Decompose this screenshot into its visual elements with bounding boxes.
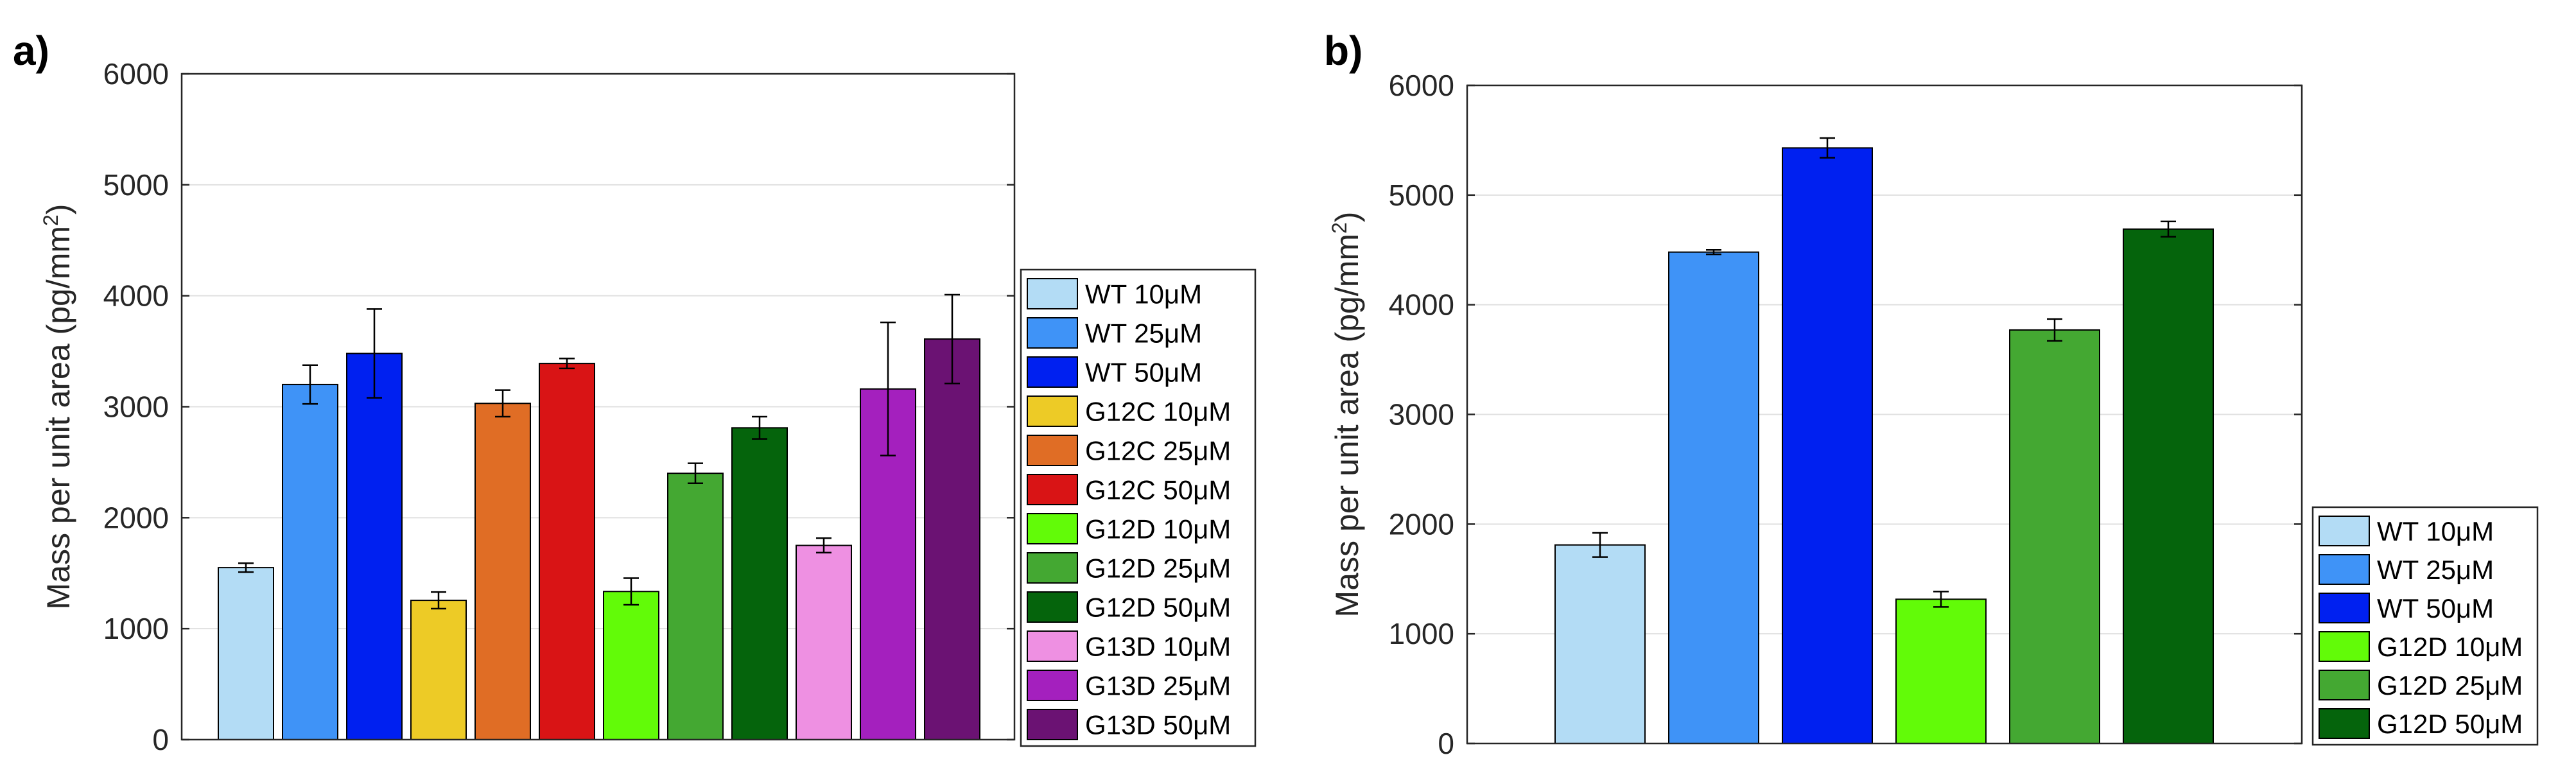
bar bbox=[2009, 329, 2100, 744]
legend-swatch bbox=[2319, 670, 2370, 700]
legend-swatch bbox=[2319, 554, 2370, 585]
legend-label: G13D 25μM bbox=[1085, 671, 1231, 701]
legend-label: G12C 50μM bbox=[1085, 475, 1231, 505]
bar bbox=[282, 383, 338, 740]
legend-swatch bbox=[1027, 435, 1078, 466]
y-tick-label: 2000 bbox=[103, 501, 169, 534]
legend-label: WT 25μM bbox=[2377, 555, 2494, 585]
legend-label: G12C 25μM bbox=[1085, 436, 1231, 466]
legend-swatch bbox=[1027, 513, 1078, 544]
legend: WT 10μM WT 25μM WT 50μM G12C 10μM G12C 25μM G… bbox=[1020, 268, 1257, 747]
legend-swatch bbox=[1027, 317, 1078, 349]
panel-b-label: b) bbox=[1324, 28, 1363, 74]
legend-swatch bbox=[1027, 395, 1078, 427]
panel-a-label: a) bbox=[13, 28, 49, 74]
legend-label: G12C 10μM bbox=[1085, 397, 1231, 427]
legend-label: WT 10μM bbox=[2377, 516, 2494, 546]
y-tick-label: 1000 bbox=[1389, 617, 1454, 650]
legend-swatch bbox=[1027, 709, 1078, 740]
legend-label: WT 25μM bbox=[1085, 318, 1202, 349]
bar bbox=[1895, 598, 1987, 745]
legend-label: WT 50μM bbox=[1085, 358, 1202, 388]
legend-label: WT 50μM bbox=[2377, 593, 2494, 623]
y-tick-label: 4000 bbox=[1389, 288, 1454, 322]
bar bbox=[1782, 147, 1873, 744]
legend-box bbox=[2311, 506, 2539, 746]
y-tick-label: 0 bbox=[152, 723, 169, 756]
y-tick-label: 3000 bbox=[103, 390, 169, 424]
legend-label: G12D 25μM bbox=[2377, 670, 2523, 700]
legend-label: G13D 10μM bbox=[1085, 632, 1231, 662]
bar bbox=[346, 352, 403, 740]
legend-swatch bbox=[1027, 474, 1078, 505]
bar bbox=[539, 363, 595, 740]
legend-swatch bbox=[1027, 591, 1078, 623]
legend-swatch bbox=[2319, 593, 2370, 623]
bar bbox=[1668, 251, 1759, 744]
legend-label: G13D 50μM bbox=[1085, 710, 1231, 740]
bar bbox=[474, 403, 531, 740]
y-axis-label: Mass per unit area (pg/mm2) bbox=[39, 204, 76, 610]
legend-label: G12D 10μM bbox=[1085, 514, 1231, 544]
bar bbox=[796, 544, 852, 741]
bar bbox=[1554, 544, 1646, 745]
y-tick-label: 0 bbox=[1438, 727, 1454, 760]
legend: WT 10μM WT 25μM WT 50μM G12D 10μM G12D 25μM G… bbox=[2311, 506, 2539, 746]
y-tick-label: 6000 bbox=[1389, 69, 1454, 102]
y-tick-label: 4000 bbox=[103, 279, 169, 313]
y-tick-label: 6000 bbox=[103, 57, 169, 91]
bar bbox=[731, 427, 788, 740]
legend-label: G12D 10μM bbox=[2377, 632, 2523, 662]
legend-label: WT 10μM bbox=[1085, 279, 1202, 309]
legend-swatch bbox=[2319, 631, 2370, 662]
y-axis-label: Mass per unit area (pg/mm2) bbox=[1328, 212, 1365, 618]
bar bbox=[218, 567, 274, 740]
legend-swatch bbox=[1027, 670, 1078, 701]
bar bbox=[410, 600, 467, 741]
legend-label: G12D 25μM bbox=[1085, 553, 1231, 584]
chart-a-group: 0 1000 2000 3000 4000 5000 6000 Mass per unit a… bbox=[39, 57, 1257, 756]
legend-swatch bbox=[1027, 630, 1078, 662]
y-tick-label: 2000 bbox=[1389, 507, 1454, 541]
bar bbox=[2123, 228, 2214, 744]
y-tick-label: 1000 bbox=[103, 612, 169, 645]
legend-swatch bbox=[1027, 278, 1078, 309]
legend-label: G12D 50μM bbox=[2377, 709, 2523, 739]
chart-b-group: 0 1000 2000 3000 4000 5000 6000 Mass per unit a… bbox=[1328, 69, 2539, 760]
bar bbox=[603, 591, 659, 741]
legend-box bbox=[1020, 268, 1257, 747]
legend-swatch bbox=[1027, 356, 1078, 388]
y-tick-label: 3000 bbox=[1389, 398, 1454, 431]
y-tick-label: 5000 bbox=[103, 168, 169, 202]
legend-label: G12D 50μM bbox=[1085, 593, 1231, 623]
legend-swatch bbox=[1027, 552, 1078, 584]
legend-swatch bbox=[2319, 708, 2370, 739]
y-tick-label: 5000 bbox=[1389, 178, 1454, 212]
bar bbox=[924, 338, 980, 740]
legend-swatch bbox=[2319, 516, 2370, 546]
bar bbox=[667, 473, 724, 740]
